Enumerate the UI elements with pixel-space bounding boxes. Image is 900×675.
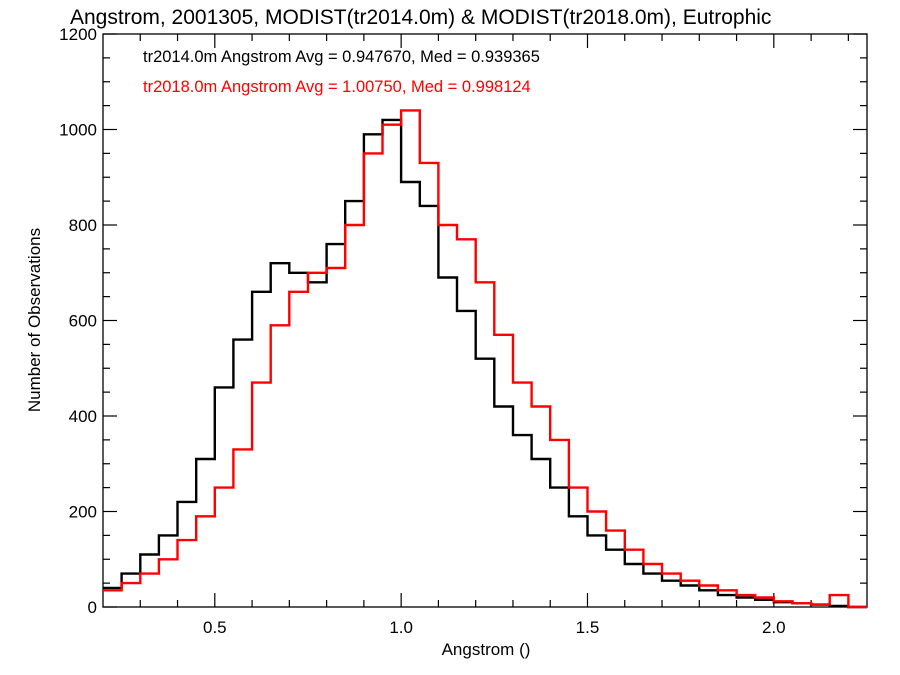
stat-annotation-tr2018: tr2018.0m Angstrom Avg = 1.00750, Med = … [143,78,531,96]
chart-title: Angstrom, 2001305, MODIST(tr2014.0m) & M… [70,6,771,29]
stat-annotation-tr2014: tr2014.0m Angstrom Avg = 0.947670, Med =… [143,48,540,66]
x-tick-label: 0.5 [203,618,227,637]
series-line-tr2014 [103,118,867,609]
y-tick-label: 0 [88,598,97,617]
x-tick-label: 2.0 [762,618,786,637]
y-tick-label: 200 [69,503,97,522]
axis-ticks [103,33,867,608]
y-axis-label: Number of Observations [25,228,44,412]
x-axis-label: Angstrom () [442,640,531,659]
tick-labels: 0.5 1.0 1.5 2.0 0 200 400 600 800 1000 1200 [59,25,785,637]
y-tick-label: 1200 [59,25,97,44]
y-tick-label: 1000 [59,121,97,140]
plot-frame [102,33,868,608]
series-line-tr2018 [103,109,867,609]
y-tick-label: 600 [69,312,97,331]
y-tick-label: 800 [69,216,97,235]
series-layer [103,109,867,609]
y-tick-label: 400 [69,407,97,426]
x-tick-label: 1.5 [576,618,600,637]
x-tick-label: 1.0 [389,618,413,637]
